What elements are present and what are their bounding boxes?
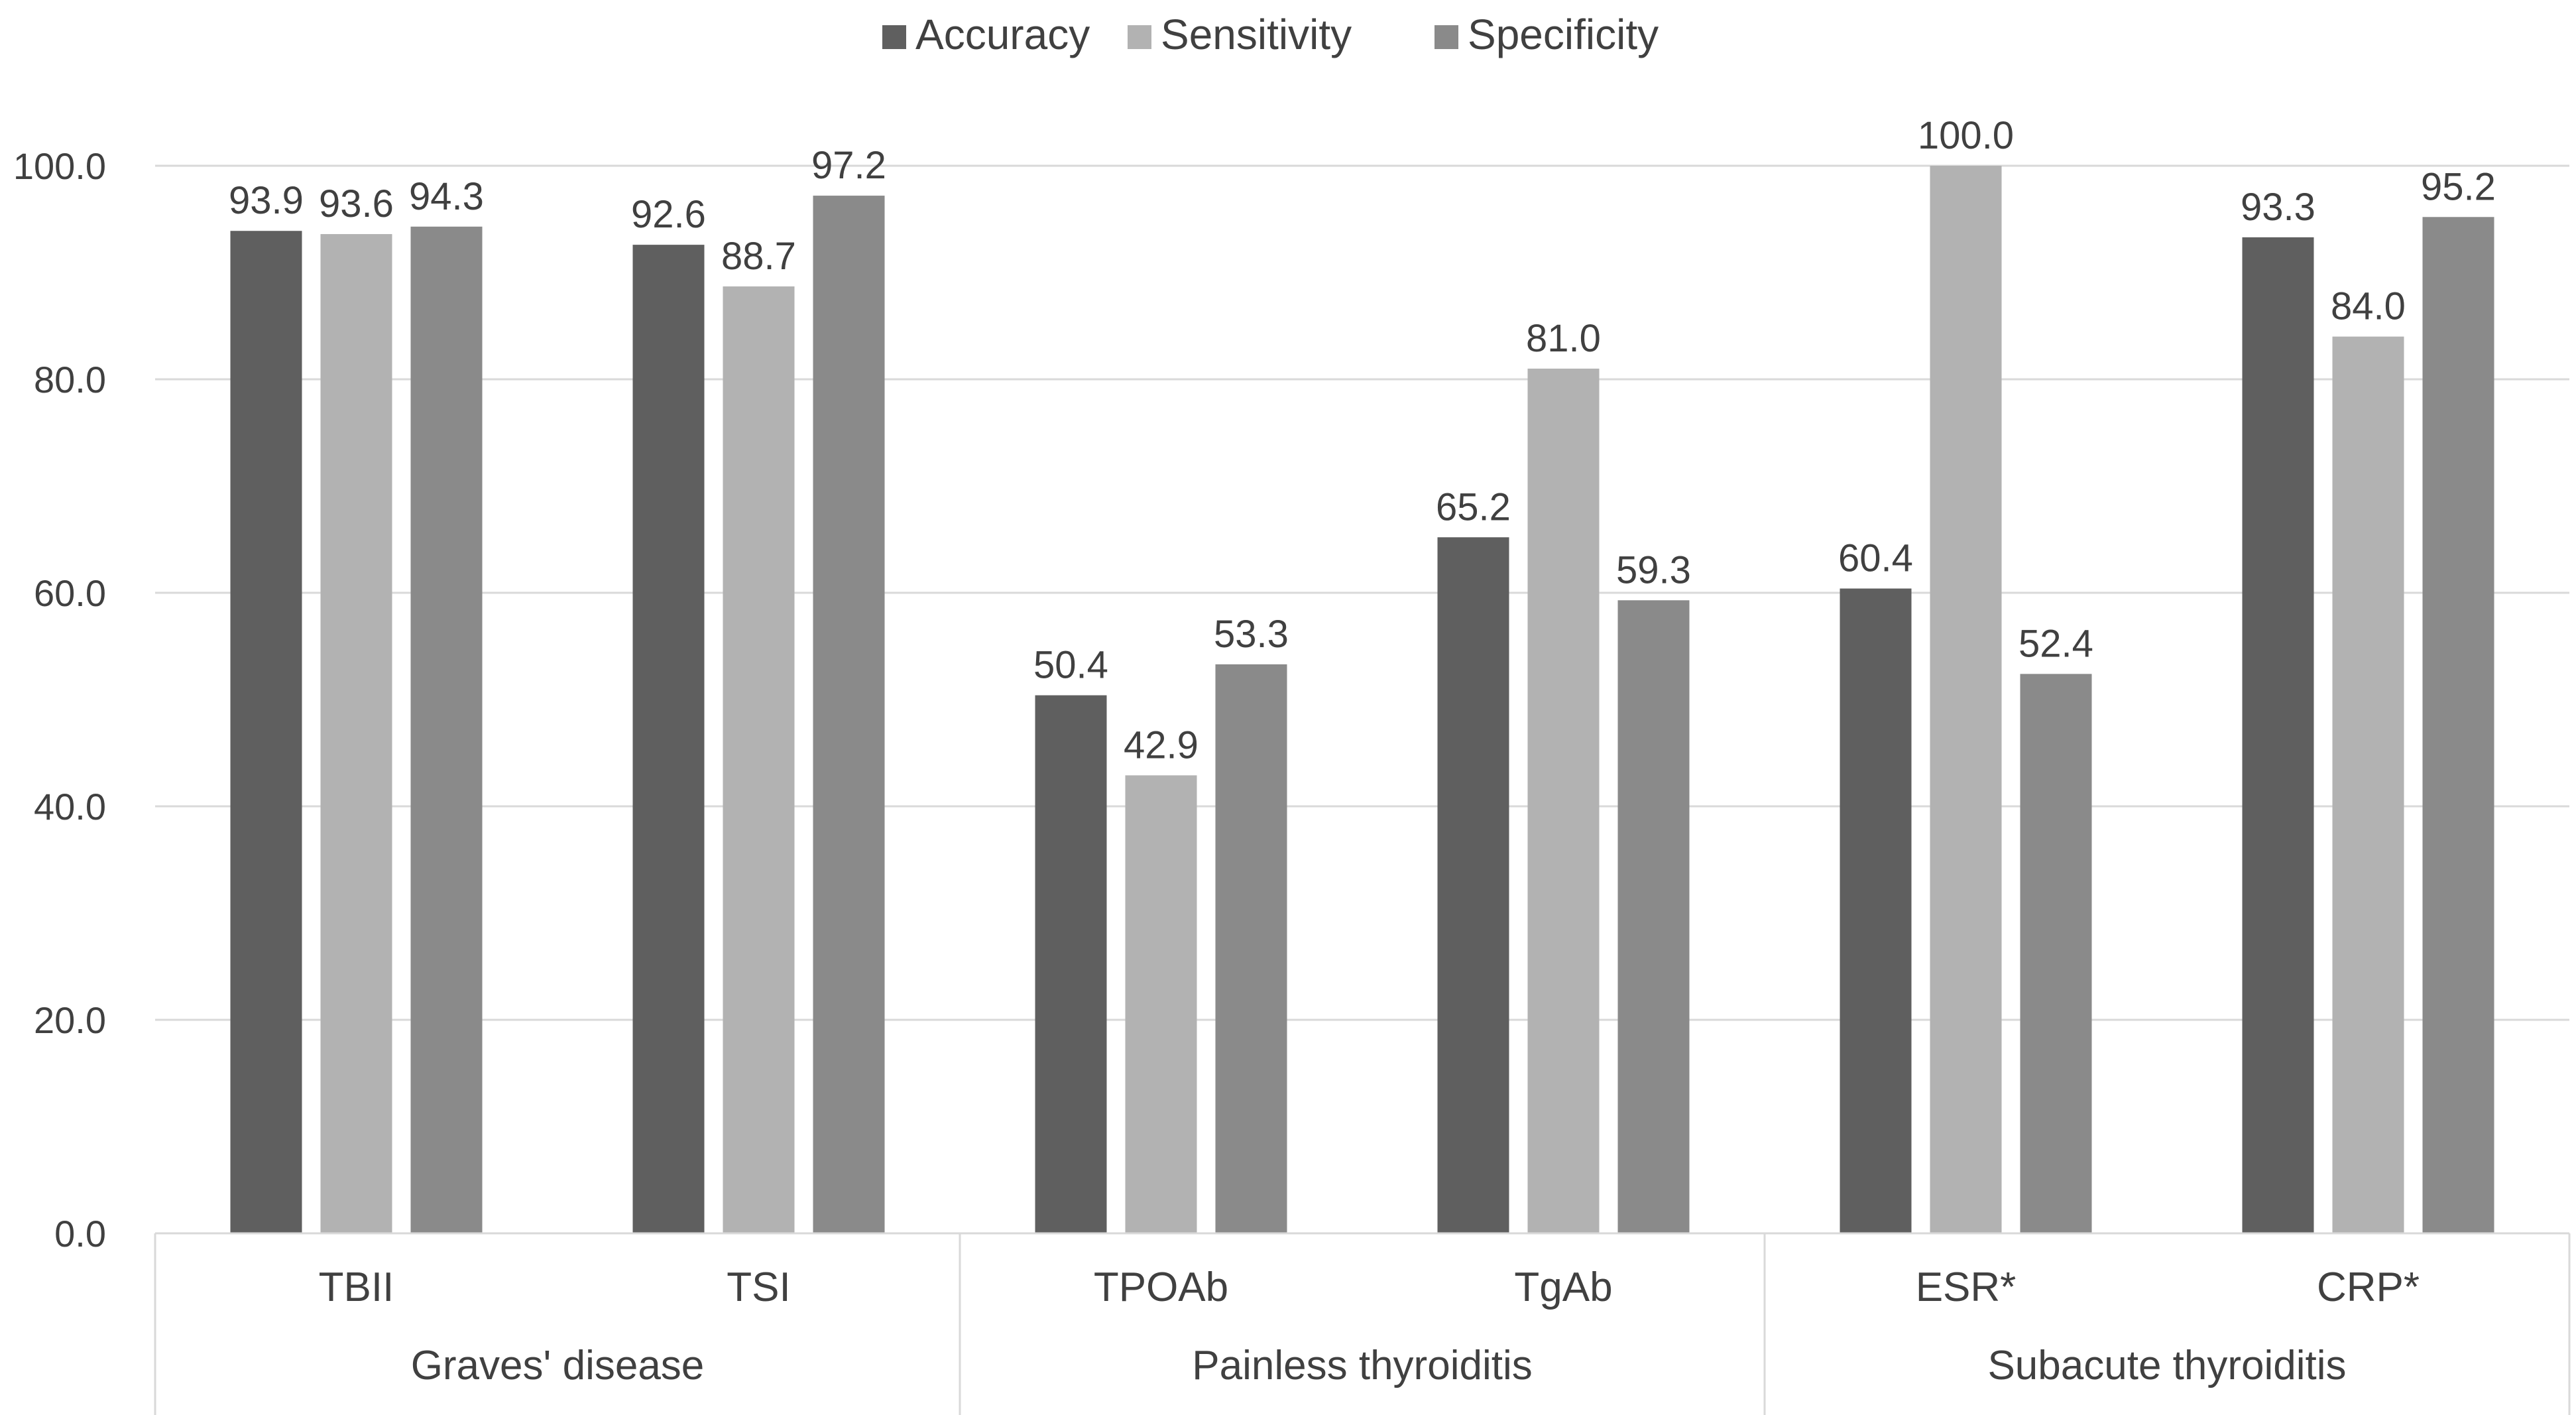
x-tick-label: ESR* [1916,1264,2017,1310]
x-tick-label: TBII [319,1264,394,1310]
data-label: 88.7 [721,235,796,278]
legend-swatch [1434,25,1458,49]
data-label: 94.3 [409,175,484,218]
group-label: Subacute thyroiditis [1987,1343,2346,1388]
group-label: Painless thyroiditis [1192,1343,1532,1388]
legend-label: Accuracy [915,11,1090,58]
data-label: 100.0 [1918,114,2014,157]
y-tick-label: 100.0 [13,145,106,187]
data-label: 42.9 [1124,723,1199,767]
legend-label: Sensitivity [1161,11,1352,58]
data-label: 65.2 [1436,485,1511,528]
data-label: 93.3 [2241,186,2315,229]
bar-specificity [813,196,885,1234]
bar-accuracy [230,231,302,1234]
bar-accuracy [1437,537,1509,1233]
bar-accuracy [1840,588,1912,1233]
bar-sensitivity [1527,368,1600,1233]
bar-specificity [2422,217,2494,1233]
y-tick-label: 0.0 [54,1213,106,1255]
bar-sensitivity [320,234,392,1233]
data-label: 95.2 [2421,165,2496,208]
bar-accuracy [632,245,705,1233]
x-tick-label: TgAb [1514,1264,1612,1310]
legend: Accuracy Sensitivity Specificity [882,11,1659,58]
bar-specificity [1617,600,1690,1233]
y-tick-label: 80.0 [34,359,106,400]
bar-specificity [1215,664,1287,1233]
y-axis: 0.0 20.0 40.0 60.0 80.0 100.0 [13,145,106,1255]
bars [230,166,2494,1234]
y-tick-label: 20.0 [34,999,106,1041]
data-label: 50.4 [1033,644,1108,687]
legend-label: Specificity [1468,11,1659,58]
data-label: 92.6 [631,193,706,236]
data-label: 93.6 [319,182,394,225]
data-label: 97.2 [811,144,886,187]
x-tick-label: TPOAb [1094,1264,1228,1310]
x-tick-label: CRP* [2317,1264,2420,1310]
data-labels: 93.9 93.6 94.3 92.6 88.7 97.2 50.4 42.9 53.3 65.2… [229,114,2496,767]
bar-specificity [2020,674,2092,1233]
bar-specificity [410,226,483,1233]
data-label: 53.3 [1214,613,1289,656]
gridlines [155,164,2569,1021]
bar-sensitivity [723,286,795,1234]
data-label: 59.3 [1616,548,1691,591]
data-label: 84.0 [2331,285,2406,328]
bar-accuracy [2242,237,2314,1233]
data-label: 93.9 [229,179,304,222]
data-label: 52.4 [2019,622,2093,665]
legend-swatch [1128,25,1151,49]
data-label: 81.0 [1526,317,1601,360]
x-tick-label: TSI [727,1264,790,1310]
x-axis: TBII TSI TPOAb TgAb ESR* CRP* Graves' disease P… [154,1232,2571,1415]
bar-sensitivity [1125,775,1197,1233]
bar-sensitivity [2332,336,2404,1234]
y-tick-label: 60.0 [34,572,106,614]
y-tick-label: 40.0 [34,786,106,828]
bar-sensitivity [1930,166,2002,1233]
legend-swatch [882,25,906,49]
bar-accuracy [1035,695,1107,1233]
data-label: 60.4 [1838,537,1913,580]
group-label: Graves' disease [411,1343,705,1388]
